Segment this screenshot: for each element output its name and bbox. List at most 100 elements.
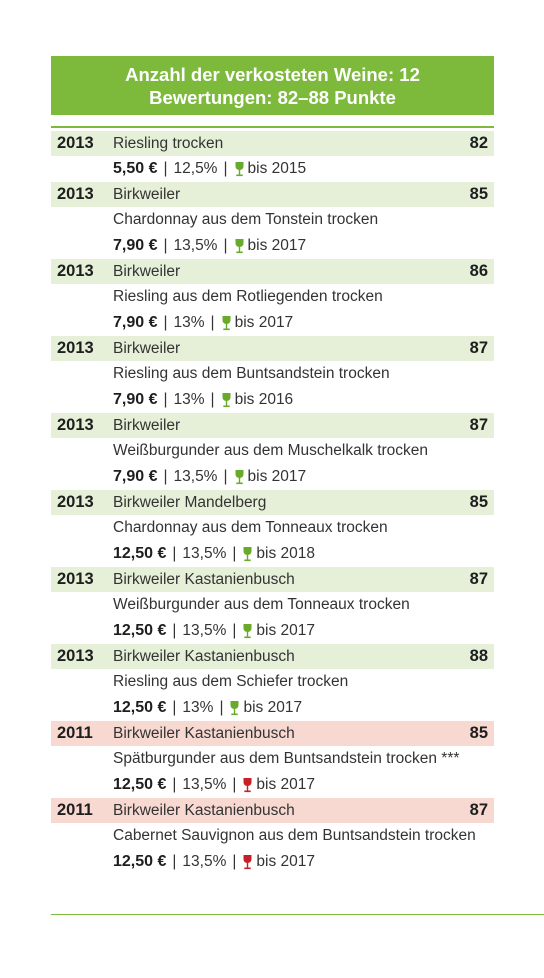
wine-header-row: 2013 Birkweiler 85 xyxy=(51,182,494,207)
vineyard-name: Birkweiler xyxy=(113,262,181,280)
separator: | xyxy=(172,545,177,562)
drinking-window: bis 2017 xyxy=(256,622,316,639)
drinking-window: bis 2018 xyxy=(256,545,316,562)
drinking-window: bis 2017 xyxy=(247,468,307,485)
score: 87 xyxy=(469,801,488,819)
drinking-window: bis 2017 xyxy=(247,237,307,254)
vineyard-name: Birkweiler xyxy=(113,339,181,357)
wine-info-row: 7,90 € | 13,5% | bis 2017 xyxy=(51,233,494,259)
separator: | xyxy=(223,468,228,485)
separator: | xyxy=(223,160,228,177)
vintage-year: 2011 xyxy=(57,801,93,819)
score: 87 xyxy=(469,416,488,434)
drinking-window: bis 2017 xyxy=(243,699,303,716)
tasted-count-label: Anzahl der verkosteten Weine: 12 xyxy=(125,63,420,85)
alcohol: 13,5% xyxy=(182,622,227,639)
vineyard-name: Birkweiler Kastanienbusch xyxy=(113,801,295,819)
alcohol: 13,5% xyxy=(182,776,227,793)
score: 82 xyxy=(469,134,488,152)
wine-entry: 2013 Birkweiler 86 Riesling aus dem Rotlieg… xyxy=(51,259,494,336)
wine-glass-icon xyxy=(235,470,243,485)
wine-info-row: 7,90 € | 13% | bis 2017 xyxy=(51,310,494,336)
wine-glass-icon xyxy=(243,778,252,793)
separator: | xyxy=(210,314,215,331)
drinking-window: bis 2016 xyxy=(234,391,294,408)
wine-glass-icon xyxy=(230,701,239,716)
vineyard-name: Birkweiler Mandelberg xyxy=(113,493,267,511)
separator: | xyxy=(163,391,168,408)
alcohol: 13,5% xyxy=(182,545,227,562)
wine-glass-icon xyxy=(243,855,252,870)
wine-entry: 2013 Birkweiler Mandelberg 85 Chardonnay au… xyxy=(51,490,494,567)
wine-header-row: 2011 Birkweiler Kastanienbusch 87 xyxy=(51,798,494,823)
price: 12,50 € xyxy=(113,776,167,793)
vineyard-name: Birkweiler Kastanienbusch xyxy=(113,570,295,588)
alcohol: 13,5% xyxy=(173,468,218,485)
separator: | xyxy=(232,622,237,639)
wine-header-row: 2013 Birkweiler Kastanienbusch 87 xyxy=(51,567,494,592)
alcohol: 13% xyxy=(173,391,205,408)
wine-description: Weißburgunder aus dem Tonneaux trocken xyxy=(113,596,410,613)
price: 7,90 € xyxy=(113,468,158,485)
wine-info-row: 12,50 € | 13,5% | bis 2017 xyxy=(51,772,494,798)
separator: | xyxy=(232,545,237,562)
wine-glass-icon xyxy=(243,624,252,639)
alcohol: 13,5% xyxy=(182,853,227,870)
vintage-year: 2013 xyxy=(57,134,94,152)
wine-entry: 2013 Riesling trocken 82 5,50 € | 12,5% | bis 2… xyxy=(51,131,494,182)
price: 12,50 € xyxy=(113,545,167,562)
top-divider xyxy=(51,126,494,128)
vintage-year: 2013 xyxy=(57,416,94,434)
price: 12,50 € xyxy=(113,699,167,716)
wine-glass-icon xyxy=(243,547,252,562)
wine-glass-icon xyxy=(235,239,243,254)
vineyard-name: Birkweiler Kastanienbusch xyxy=(113,724,295,742)
wine-entry: 2011 Birkweiler Kastanienbusch 87 Cabernet … xyxy=(51,798,494,875)
vintage-year: 2011 xyxy=(57,724,93,742)
wine-entry: 2013 Birkweiler 85 Chardonnay aus dem Tonst… xyxy=(51,182,494,259)
price: 7,90 € xyxy=(113,391,158,408)
alcohol: 12,5% xyxy=(173,160,218,177)
wine-info-row: 7,90 € | 13,5% | bis 2017 xyxy=(51,464,494,490)
vintage-year: 2013 xyxy=(57,570,94,588)
score: 88 xyxy=(469,647,488,665)
score: 86 xyxy=(469,262,488,280)
wine-header-row: 2013 Riesling trocken 82 xyxy=(51,131,494,156)
vineyard-name: Birkweiler xyxy=(113,185,181,203)
vintage-year: 2013 xyxy=(57,185,94,203)
price: 5,50 € xyxy=(113,160,158,177)
wine-glass-icon xyxy=(222,316,231,331)
alcohol: 13,5% xyxy=(173,237,218,254)
score: 85 xyxy=(469,185,488,203)
vineyard-name: Birkweiler xyxy=(113,416,181,434)
score: 87 xyxy=(469,570,488,588)
wine-entry: 2011 Birkweiler Kastanienbusch 85 Spätburgu… xyxy=(51,721,494,798)
vintage-year: 2013 xyxy=(57,493,94,511)
separator: | xyxy=(163,160,168,177)
vintage-year: 2013 xyxy=(57,339,94,357)
wine-glass-icon xyxy=(235,162,243,177)
separator: | xyxy=(163,468,168,485)
ratings-range-label: Bewertungen: 82–88 Punkte xyxy=(149,86,396,108)
drinking-window: bis 2017 xyxy=(234,314,294,331)
vintage-year: 2013 xyxy=(57,262,94,280)
price: 7,90 € xyxy=(113,237,158,254)
summary-header: Anzahl der verkosteten Weine: 12 Bewertu… xyxy=(51,56,494,115)
alcohol: 13% xyxy=(182,699,214,716)
vineyard-name: Riesling trocken xyxy=(113,134,224,152)
wine-entry: 2013 Birkweiler 87 Riesling aus dem Buntsan… xyxy=(51,336,494,413)
wine-entry: 2013 Birkweiler 87 Weißburgunder aus dem Mu… xyxy=(51,413,494,490)
wine-description: Chardonnay aus dem Tonstein trocken xyxy=(113,211,379,228)
wine-description: Riesling aus dem Buntsandstein trocken xyxy=(113,365,390,382)
separator: | xyxy=(172,622,177,639)
separator: | xyxy=(163,314,168,331)
bottom-divider xyxy=(51,914,544,915)
separator: | xyxy=(219,699,224,716)
wine-glass-icon xyxy=(222,393,231,408)
score: 87 xyxy=(469,339,488,357)
separator: | xyxy=(172,853,177,870)
wine-header-row: 2013 Birkweiler Kastanienbusch 88 xyxy=(51,644,494,669)
wine-list: 2013 Riesling trocken 82 5,50 € | 12,5% | bis 2… xyxy=(51,131,494,875)
wine-description: Cabernet Sauvignon aus dem Buntsandstein… xyxy=(113,827,476,844)
separator: | xyxy=(232,853,237,870)
